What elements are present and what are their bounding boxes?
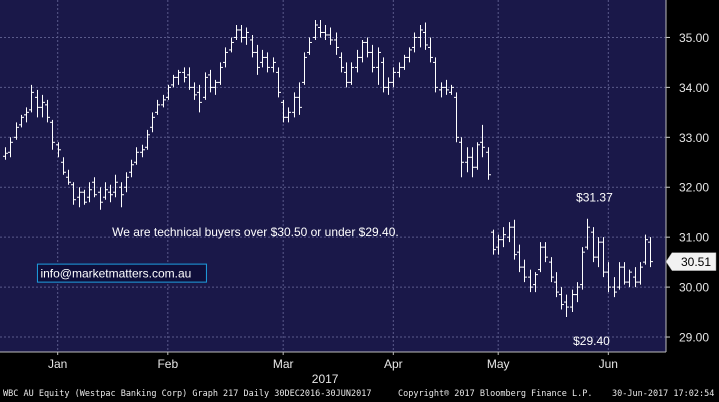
y-tick-label: 33.00	[679, 131, 709, 145]
x-tick-label: Jan	[48, 357, 67, 371]
annotation-comment: We are technical buyers over $30.50 or u…	[112, 225, 399, 239]
website-label: info@marketmatters.com.au	[40, 267, 191, 281]
y-tick-label: 32.00	[679, 181, 709, 195]
y-tick-label: 31.00	[679, 231, 709, 245]
plot-area	[0, 0, 666, 352]
x-tick-label: Jun	[599, 357, 618, 371]
x-tick-label: May	[487, 357, 510, 371]
x-axis-year-label: 2017	[312, 372, 339, 386]
footer-copyright: Copyright® 2017 Bloomberg Finance L.P.	[398, 389, 593, 399]
y-tick-label: 35.00	[679, 31, 709, 45]
y-tick-label: 34.00	[679, 81, 709, 95]
annotation-high-price: $31.37	[576, 191, 613, 205]
y-tick-label: 30.00	[679, 281, 709, 295]
footer-bar: WBC AU Equity (Westpac Banking Corp) Gra…	[0, 387, 719, 402]
footer-timestamp: 30-Jun-2017 17:02:54	[612, 389, 715, 399]
x-tick-label: Mar	[273, 357, 294, 371]
ohlc-chart: 35.00 34.00 33.00 32.00 31.00 30.00 29.00 Jan Fe…	[0, 0, 717, 386]
annotation-low-price: $29.40	[573, 334, 610, 348]
y-tick-label: 29.00	[679, 331, 709, 345]
website-box	[36, 263, 207, 283]
footer-security-info: WBC AU Equity (Westpac Banking Corp) Gra…	[3, 389, 372, 399]
last-price-box	[665, 252, 717, 271]
x-tick-label: Apr	[384, 357, 403, 371]
x-tick-label: Feb	[157, 357, 178, 371]
last-price-label: 30.51	[681, 255, 711, 269]
